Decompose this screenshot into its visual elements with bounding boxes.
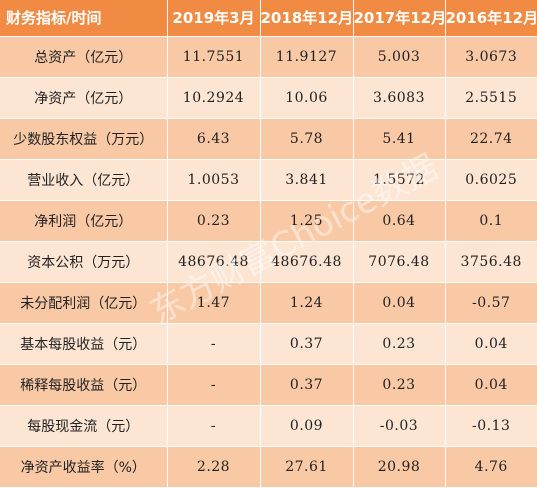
row-label: 营业收入（亿元） [0, 159, 168, 201]
cell-value: 11.9127 [260, 36, 354, 78]
cell-value: 22.74 [445, 118, 537, 160]
row-label: 每股现金流（元） [0, 405, 168, 447]
row-label: 总资产（亿元） [0, 36, 168, 78]
table-row: 每股现金流（元） - 0.09 -0.03 -0.13 [0, 405, 537, 447]
cell-value: - [167, 323, 261, 365]
header-period: 2017年12月 [353, 0, 446, 37]
row-label: 未分配利润（亿元） [0, 282, 168, 324]
table-row: 净利润（亿元） 0.23 1.25 0.64 0.1 [0, 200, 537, 242]
cell-value: 0.37 [260, 323, 354, 365]
cell-value: 1.24 [260, 282, 354, 324]
cell-value: 0.64 [353, 200, 446, 242]
row-label: 少数股东权益（万元） [0, 118, 168, 160]
table-row: 少数股东权益（万元） 6.43 5.78 5.41 22.74 [0, 118, 537, 160]
cell-value: 0.23 [353, 323, 446, 365]
cell-value: 10.06 [260, 77, 354, 119]
cell-value: 48676.48 [167, 241, 261, 283]
header-period: 2019年3月 [167, 0, 261, 37]
table-row: 基本每股收益（元） - 0.37 0.23 0.04 [0, 323, 537, 365]
cell-value: 0.04 [353, 282, 446, 324]
table-row: 资本公积（万元） 48676.48 48676.48 7076.48 3756.… [0, 241, 537, 283]
cell-value: 3.6083 [353, 77, 446, 119]
cell-value: 1.0053 [167, 159, 261, 201]
table-row: 未分配利润（亿元） 1.47 1.24 0.04 -0.57 [0, 282, 537, 324]
cell-value: 11.7551 [167, 36, 261, 78]
table-row: 营业收入（亿元） 1.0053 3.841 1.5572 0.6025 [0, 159, 537, 201]
row-label: 资本公积（万元） [0, 241, 168, 283]
cell-value: 0.04 [445, 364, 537, 406]
row-label: 稀释每股收益（元） [0, 364, 168, 406]
cell-value: - [167, 364, 261, 406]
header-period: 2018年12月 [260, 0, 354, 37]
cell-value: 0.6025 [445, 159, 537, 201]
table-row: 总资产（亿元） 11.7551 11.9127 5.003 3.0673 [0, 36, 537, 78]
header-label: 财务指标/时间 [0, 0, 168, 37]
cell-value: 3.0673 [445, 36, 537, 78]
cell-value: 0.1 [445, 200, 537, 242]
cell-value: 1.47 [167, 282, 261, 324]
table-header-row: 财务指标/时间 2019年3月 2018年12月 2017年12月 2016年1… [0, 0, 537, 37]
cell-value: 3756.48 [445, 241, 537, 283]
cell-value: 5.41 [353, 118, 446, 160]
cell-value: -0.13 [445, 405, 537, 447]
cell-value: -0.57 [445, 282, 537, 324]
cell-value: 0.04 [445, 323, 537, 365]
row-label: 净资产（亿元） [0, 77, 168, 119]
cell-value: 7076.48 [353, 241, 446, 283]
cell-value: 5.003 [353, 36, 446, 78]
cell-value: 0.23 [167, 200, 261, 242]
cell-value: 48676.48 [260, 241, 354, 283]
table-row: 净资产（亿元） 10.2924 10.06 3.6083 2.5515 [0, 77, 537, 119]
cell-value: -0.03 [353, 405, 446, 447]
cell-value: 0.23 [353, 364, 446, 406]
cell-value: 10.2924 [167, 77, 261, 119]
cell-value: 6.43 [167, 118, 261, 160]
cell-value: 0.09 [260, 405, 354, 447]
cell-value: 0.37 [260, 364, 354, 406]
cell-value: - [167, 405, 261, 447]
cell-value: 5.78 [260, 118, 354, 160]
cell-value: 3.841 [260, 159, 354, 201]
cell-value: 1.5572 [353, 159, 446, 201]
row-label: 基本每股收益（元） [0, 323, 168, 365]
header-period: 2016年12月 [445, 0, 537, 37]
table-row: 稀释每股收益（元） - 0.37 0.23 0.04 [0, 364, 537, 406]
cell-value: 2.5515 [445, 77, 537, 119]
cell-value: 1.25 [260, 200, 354, 242]
row-label: 净利润（亿元） [0, 200, 168, 242]
